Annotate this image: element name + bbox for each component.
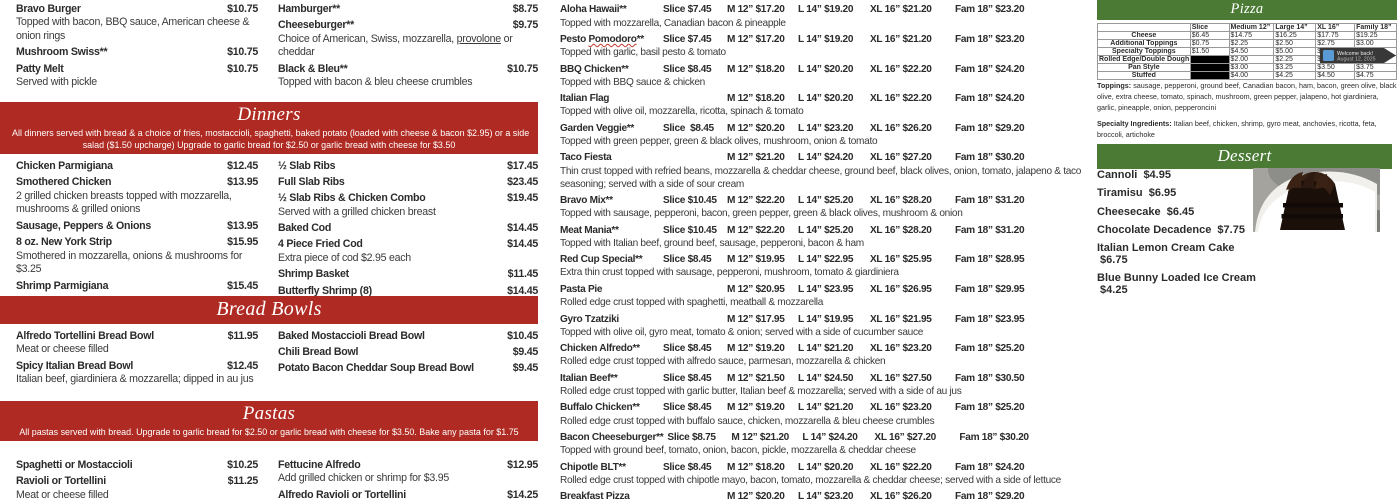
svg-text:August 12, 2025: August 12, 2025 — [1337, 56, 1376, 62]
